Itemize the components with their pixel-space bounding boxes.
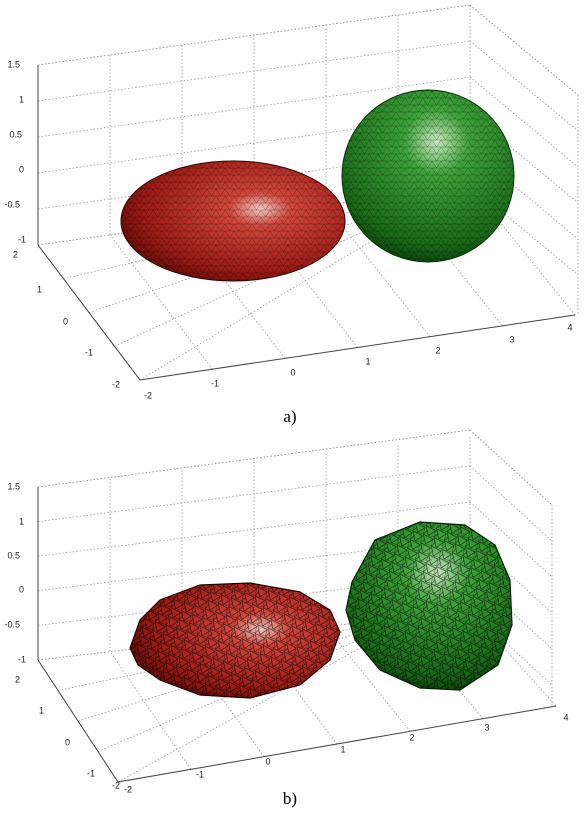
y-tick-label: -1 [85,347,93,357]
x-tick-label: 2 [409,732,414,742]
y-tick-label: 0 [63,316,68,326]
green-mesh [342,90,514,262]
y-axis [38,660,118,782]
x-tick-label: 3 [484,722,489,732]
y-axis [38,245,140,380]
red-mesh [121,161,345,281]
figure: 1.510.50-0.5-1210-1-2-2-101234a)1.510.50… [0,0,588,815]
x-axis [140,315,575,380]
y-tick-label: -2 [112,780,120,790]
x-tick-label: -1 [211,378,219,388]
x-tick-label: -2 [144,390,152,400]
x-tick-label: -1 [196,769,204,779]
z-tick-label: 1 [19,94,24,104]
y-tick-label: 1 [39,705,44,715]
z-tick-label: 0.5 [9,129,22,139]
x-tick-label: 1 [365,356,370,366]
red-noisy-mesh [130,583,340,698]
x-tick-label: 4 [563,712,568,722]
green-noisy-mesh [346,522,512,690]
y-tick-label: 0 [65,737,70,747]
y-tick-label: -1 [87,768,95,778]
caption: b) [283,789,297,808]
x-tick-label: -2 [124,784,132,794]
z-tick-label: 1.5 [7,481,20,491]
x-tick-label: 0 [265,756,270,766]
z-tick-label: -0.5 [4,619,20,629]
z-tick-label: -1 [18,234,26,244]
z-tick-label: -1 [18,654,26,664]
box-edge [38,430,470,487]
grid-line [470,466,552,541]
x-tick-label: 3 [509,334,514,344]
y-tick-label: 2 [15,674,20,684]
y-tick-label: 2 [13,249,18,259]
caption: a) [283,407,296,426]
x-tick-label: 2 [435,345,440,355]
x-axis [118,706,556,782]
z-tick-label: 1.5 [7,59,20,69]
box-edge [470,5,578,95]
x-tick-label: 4 [567,322,572,332]
y-tick-label: 1 [37,284,42,294]
x-tick-label: 0 [290,367,295,377]
z-tick-label: -0.5 [4,199,20,209]
z-tick-label: 0 [19,584,24,594]
mesh-shapes [121,90,514,698]
z-tick-label: 0.5 [7,550,20,560]
y-tick-label: -2 [112,379,120,389]
grid-line [470,430,552,505]
box-edge [470,430,552,505]
z-tick-label: 1 [19,516,24,526]
z-tick-label: 0 [19,164,24,174]
x-tick-label: 1 [340,744,345,754]
